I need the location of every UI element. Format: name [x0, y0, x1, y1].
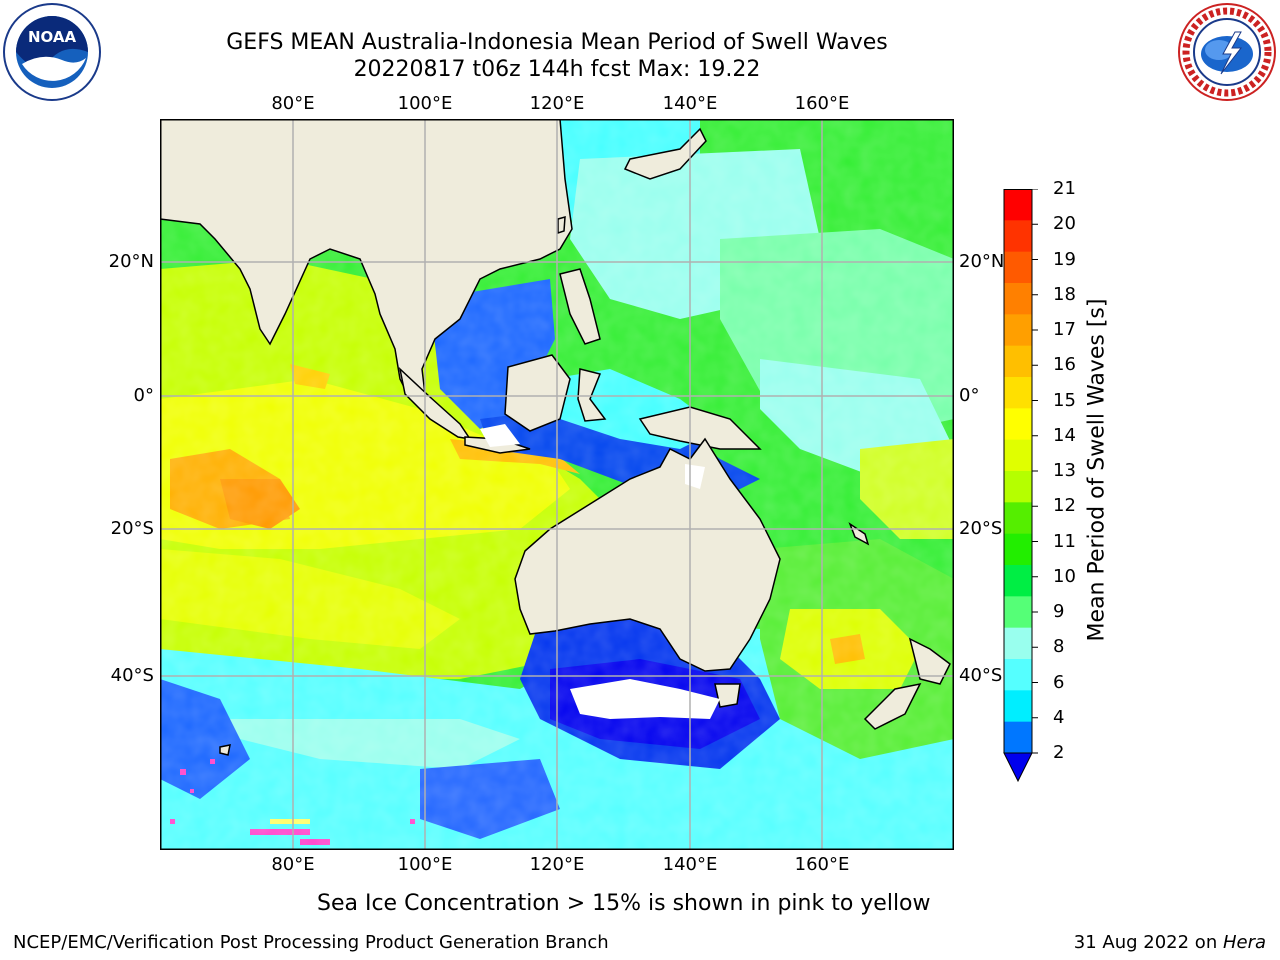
colorbar-band — [1004, 721, 1032, 754]
chart-title: GEFS MEAN Australia-Indonesia Mean Perio… — [226, 30, 888, 55]
credit-date-text: 31 Aug 2022 on — [1073, 932, 1223, 953]
land — [160, 119, 951, 756]
lat-label-left: 40°S — [110, 665, 154, 686]
lat-label-left: 20°N — [108, 251, 154, 272]
colorbar-band — [1004, 314, 1032, 347]
colorbar-tick-label: 17 — [1053, 319, 1076, 340]
lon-label-bottom: 120°E — [529, 854, 585, 875]
lat-label-left: 0° — [133, 385, 154, 406]
lon-label-top: 100°E — [397, 93, 453, 114]
lon-label-bottom: 100°E — [397, 854, 453, 875]
colorbar-band — [1004, 189, 1032, 221]
lon-label-bottom: 80°E — [271, 854, 315, 875]
colorbar-band — [1004, 502, 1032, 535]
colorbar-band — [1004, 690, 1032, 723]
colorbar-tick-label: 20 — [1053, 213, 1076, 235]
colorbar-band — [1004, 408, 1032, 441]
colorbar-tick-label: 19 — [1053, 248, 1076, 270]
colorbar-tick-label: 10 — [1053, 565, 1076, 587]
colorbar-band — [1004, 533, 1032, 566]
lon-label-top: 160°E — [794, 93, 850, 114]
colorbar-band — [1004, 565, 1032, 597]
colorbar-band — [1004, 283, 1032, 315]
colorbar — [1003, 189, 1038, 783]
colorbar-tick-label: 2 — [1053, 742, 1065, 763]
noaa-logo-text: NOAA — [28, 28, 77, 46]
graticule — [160, 119, 954, 850]
colorbar-tick-label: 16 — [1053, 354, 1076, 376]
lon-label-top: 120°E — [529, 93, 585, 114]
colorbar-tick-label: 9 — [1053, 601, 1065, 622]
colorbar-tick-label: 13 — [1053, 460, 1076, 481]
colorbar-band — [1004, 659, 1032, 691]
colorbar-extend-min — [1003, 752, 1033, 783]
credit-date: 31 Aug 2022 on Hera — [1074, 932, 1266, 953]
colorbar-tick-label: 6 — [1053, 671, 1065, 693]
colorbar-tick-label: 4 — [1053, 706, 1065, 728]
colorbar-tick-label: 14 — [1053, 424, 1076, 446]
colorbar-tick-label: 8 — [1053, 636, 1065, 658]
colorbar-label: Mean Period of Swell Waves [s] — [1084, 298, 1110, 642]
colorbar-tick-label: 11 — [1053, 530, 1076, 552]
swell-period-map — [160, 119, 954, 850]
nws-logo-icon — [1178, 3, 1276, 101]
colorbar-tick-label: 18 — [1053, 283, 1076, 305]
lon-label-top: 80°E — [271, 93, 315, 114]
credit-host: Hera — [1222, 932, 1266, 953]
chart-subtitle: 20220817 t06z 144h fcst Max: 19.22 — [353, 57, 761, 82]
colorbar-band — [1004, 345, 1032, 378]
lat-label-left: 20°S — [110, 518, 154, 539]
colorbar-band — [1004, 251, 1032, 284]
lat-label-right: 0° — [959, 385, 980, 406]
colorbar-tick-label: 21 — [1053, 178, 1076, 199]
colorbar-band — [1004, 596, 1032, 629]
sea-ice-note: Sea Ice Concentration > 15% is shown in … — [317, 891, 931, 916]
colorbar-band — [1004, 220, 1032, 253]
lon-label-bottom: 140°E — [662, 854, 718, 875]
colorbar-band — [1004, 439, 1032, 472]
colorbar-band — [1004, 471, 1032, 503]
colorbar-band — [1004, 627, 1032, 660]
noaa-logo-icon: NOAA — [3, 3, 101, 101]
lon-label-bottom: 160°E — [794, 854, 850, 875]
colorbar-band — [1004, 377, 1032, 409]
lat-label-right: 40°S — [959, 665, 1003, 686]
credit-branch: NCEP/EMC/Verification Post Processing Pr… — [13, 932, 609, 953]
lat-label-right: 20°S — [959, 518, 1003, 539]
lon-label-top: 140°E — [662, 93, 718, 114]
lat-label-right: 20°N — [959, 251, 1005, 272]
colorbar-tick-label: 15 — [1053, 389, 1076, 411]
colorbar-tick-label: 12 — [1053, 495, 1076, 517]
